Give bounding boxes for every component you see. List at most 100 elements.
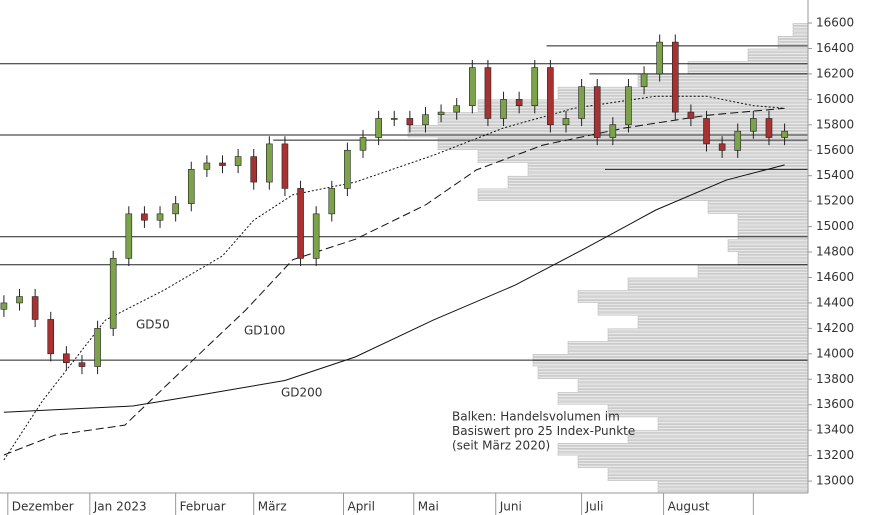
y-tick-label: 13200: [816, 448, 854, 462]
profile-bar: [407, 131, 809, 135]
candle-body: [515, 99, 523, 107]
candle-body: [593, 86, 601, 138]
y-tick-label: 15400: [816, 168, 854, 182]
candle-body: [250, 156, 258, 183]
profile-bar: [607, 328, 809, 332]
profile-bar: [792, 26, 809, 30]
profile-bar: [607, 474, 809, 478]
profile-bar: [737, 258, 809, 262]
candle-body: [750, 118, 757, 132]
profile-bar: [627, 433, 809, 437]
y-tick-label: 15800: [816, 117, 854, 131]
profile-bar: [477, 156, 809, 160]
profile-bar: [697, 268, 809, 271]
candle-body: [78, 362, 86, 367]
y-tick-label: 16600: [816, 16, 854, 30]
profile-bar: [597, 306, 809, 310]
profile-bar: [737, 214, 809, 217]
profile-bar: [697, 265, 809, 268]
annotation: Basiswert pro 25 Index-Punkte: [452, 424, 635, 438]
profile-bar: [707, 201, 809, 205]
profile-bar: [557, 395, 809, 399]
x-tick-label: April: [347, 500, 374, 514]
candle-body: [141, 213, 148, 221]
profile-bar: [567, 350, 809, 354]
candle-body: [16, 296, 23, 304]
candle-body: [640, 73, 648, 87]
profile-bar: [737, 261, 809, 265]
profile-bar: [792, 29, 809, 33]
profile-bar: [477, 195, 809, 198]
profile-bar: [737, 233, 809, 236]
profile-bar: [737, 252, 809, 255]
profile-bar: [657, 484, 809, 488]
profile-bar: [577, 455, 809, 459]
candle-body: [469, 67, 476, 107]
candle-body: [671, 41, 679, 113]
profile-bar: [437, 147, 809, 151]
profile-bar: [707, 210, 809, 214]
profile-bar: [607, 468, 809, 472]
candle-body: [266, 143, 273, 183]
profile-bar: [577, 382, 809, 386]
profile-bar: [532, 357, 809, 360]
moving-average: [3, 95, 785, 461]
profile-bar: [437, 115, 809, 119]
candle-body: [328, 188, 336, 215]
profile-bar: [747, 51, 809, 55]
profile-bar: [727, 239, 809, 243]
profile-bar: [607, 338, 809, 341]
candle-body: [718, 143, 726, 151]
candle-body: [437, 111, 445, 115]
profile-bar: [537, 366, 809, 370]
profile-bar: [407, 128, 809, 131]
profile-bar: [567, 341, 809, 345]
y-tick-label: 15000: [816, 219, 854, 233]
candle-body: [656, 41, 663, 75]
candle-body: [156, 213, 164, 221]
y-tick-label: 14600: [816, 270, 854, 284]
candle-body: [578, 86, 585, 119]
profile-bar: [577, 465, 809, 469]
profile-bar: [477, 198, 809, 201]
profile-bar: [707, 204, 809, 208]
profile-bar: [737, 230, 809, 233]
average-label: GD50: [136, 318, 170, 332]
candle-body: [219, 162, 226, 166]
profile-bar: [657, 417, 809, 421]
candle-body: [484, 67, 492, 119]
candle-body: [63, 353, 70, 364]
candle-body: [344, 149, 351, 189]
profile-bar: [607, 408, 809, 411]
candle-body: [562, 118, 570, 126]
profile-bar: [687, 64, 809, 68]
profile-bar: [747, 58, 809, 61]
profile-bar: [737, 255, 809, 259]
profile-bar: [577, 296, 809, 300]
profile-bar: [627, 430, 809, 434]
profile-bar: [607, 414, 809, 418]
candle-body: [406, 118, 414, 126]
profile-bar: [747, 48, 809, 52]
y-tick-label: 13000: [816, 474, 854, 488]
candle-body: [422, 114, 429, 126]
profile-bar: [657, 487, 809, 491]
profile-bar: [477, 188, 809, 192]
profile-bar: [557, 401, 809, 405]
y-tick-label: 15600: [816, 143, 854, 157]
profile-bar: [737, 217, 809, 220]
candle-body: [234, 156, 242, 166]
profile-bar: [637, 315, 809, 319]
y-tick-label: 13800: [816, 372, 854, 386]
profile-bar: [557, 392, 809, 395]
average-label: GD100: [244, 324, 285, 338]
profile-bar: [637, 322, 809, 325]
y-tick-label: 16000: [816, 92, 854, 106]
candle-body: [359, 137, 367, 151]
candle-body: [687, 111, 695, 119]
profile-bar: [577, 290, 809, 294]
profile-bar: [437, 112, 809, 116]
x-tick-label: Juni: [499, 500, 522, 514]
profile-bar: [507, 175, 809, 179]
profile-bar: [577, 293, 809, 297]
